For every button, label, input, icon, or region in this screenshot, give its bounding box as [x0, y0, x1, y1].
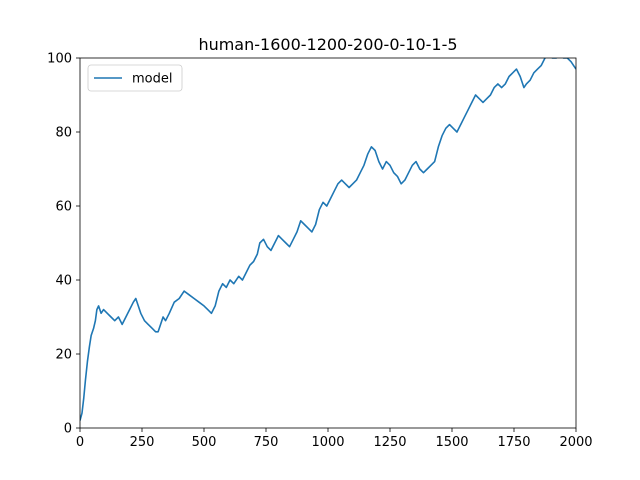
x-tick-label: 250: [130, 435, 155, 450]
x-tick-label: 1000: [311, 435, 344, 450]
x-tick-label: 1500: [435, 435, 468, 450]
y-tick-label: 60: [55, 200, 72, 215]
y-tick-label: 40: [55, 274, 72, 289]
x-tick-label: 2000: [559, 435, 592, 450]
legend-box: [87, 64, 183, 92]
chart-title: human-1600-1200-200-0-10-1-5: [198, 35, 457, 54]
x-tick-label: 0: [76, 435, 84, 450]
legend: model: [87, 64, 183, 92]
x-tick-label: 500: [192, 435, 217, 450]
x-tick-label: 1250: [373, 435, 406, 450]
series-layer: [80, 58, 576, 421]
y-tick-label: 80: [55, 126, 72, 141]
series-line-0: [80, 58, 576, 421]
x-tick-label: 750: [254, 435, 279, 450]
y-tick-label: 0: [64, 422, 72, 437]
y-tick-label: 20: [55, 348, 72, 363]
y-tick-label: 100: [47, 52, 72, 67]
x-tick-label: 1750: [497, 435, 530, 450]
axes: 0 250 500 750 1000 1250 1500 1750 2000 0 20 40 60 80 1…: [47, 52, 592, 451]
legend-label: model: [132, 72, 172, 87]
